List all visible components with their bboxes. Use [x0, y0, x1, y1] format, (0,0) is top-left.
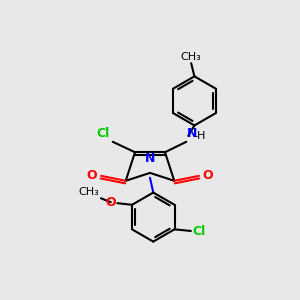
Text: Cl: Cl	[193, 225, 206, 238]
Text: CH₃: CH₃	[181, 52, 202, 61]
Text: N: N	[187, 127, 197, 140]
Text: -H: -H	[194, 131, 206, 141]
Text: O: O	[87, 169, 97, 182]
Text: O: O	[203, 169, 213, 182]
Text: Cl: Cl	[96, 127, 110, 140]
Text: N: N	[145, 152, 155, 165]
Text: O: O	[105, 196, 116, 209]
Text: CH₃: CH₃	[79, 187, 99, 197]
